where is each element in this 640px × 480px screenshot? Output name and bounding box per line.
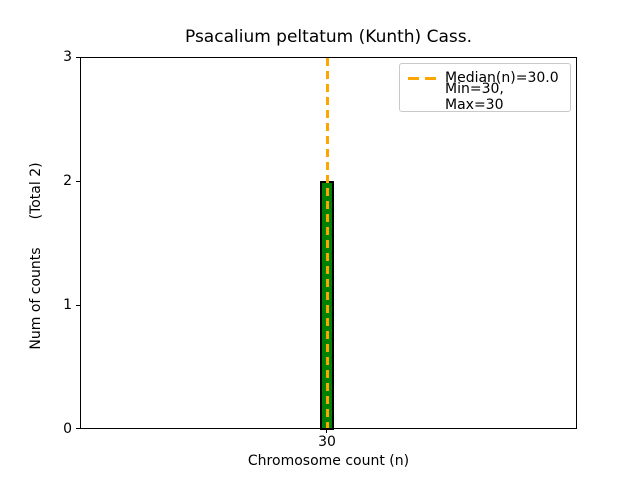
legend-empty-marker — [408, 96, 436, 99]
y-tick-mark — [76, 305, 80, 306]
median-dashed-line — [326, 58, 329, 428]
y-tick-label: 2 — [63, 173, 72, 189]
y-tick-mark — [76, 181, 80, 182]
y-axis-label: Num of counts (Total 2) — [28, 162, 44, 349]
legend-label-minmax: Min=30, Max=30 — [445, 81, 504, 113]
y-axis-label-text: Num of counts — [28, 247, 44, 350]
chart-title: Psacalium peltatum (Kunth) Cass. — [185, 27, 472, 47]
plot-area — [80, 57, 577, 430]
legend-label-median: Median(n)=30.0 — [445, 70, 559, 86]
legend-entry-minmax: Min=30, Max=30 — [408, 81, 562, 113]
y-tick-label: 3 — [63, 49, 72, 65]
orange-dashed-line-icon — [408, 76, 436, 80]
y-tick-label: 1 — [63, 297, 72, 313]
x-axis-label: Chromosome count (n) — [247, 453, 410, 469]
y-tick-label: 0 — [63, 421, 72, 437]
x-tick-mark — [326, 429, 327, 433]
y-tick-mark — [76, 428, 80, 429]
y-axis-label-total: (Total 2) — [28, 162, 44, 220]
legend-box: Median(n)=30.0 Min=30, Max=30 — [399, 63, 571, 113]
legend-entry-median: Median(n)=30.0 — [408, 70, 562, 86]
y-tick-mark — [76, 57, 80, 58]
x-tick-label: 30 — [318, 434, 336, 450]
